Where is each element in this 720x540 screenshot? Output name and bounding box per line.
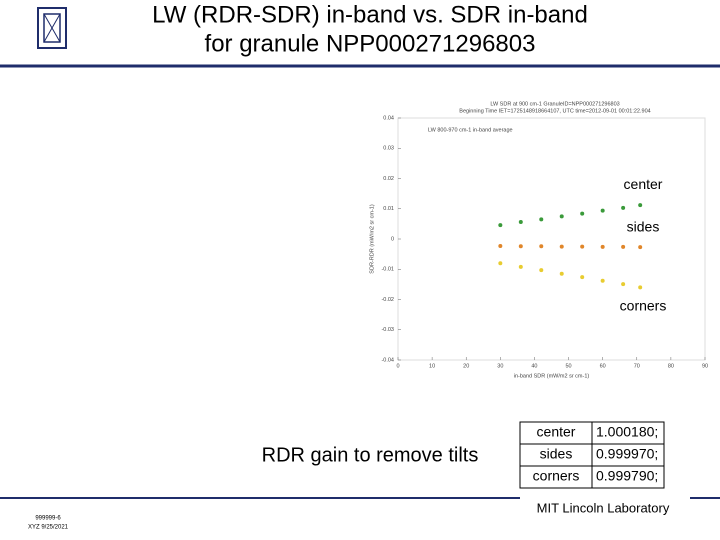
x-tick-label: 40	[531, 363, 537, 369]
footer-box	[520, 496, 690, 520]
x-tick-label: 70	[634, 363, 640, 369]
point	[621, 282, 626, 287]
point	[559, 271, 564, 276]
point	[638, 203, 643, 208]
footer-lab: MIT Lincoln Laboratory	[537, 500, 670, 515]
x-tick-label: 80	[668, 363, 674, 369]
point	[498, 261, 503, 266]
series-annotation: corners	[620, 298, 667, 314]
point	[539, 268, 544, 273]
table-label: sides	[540, 446, 573, 462]
point	[638, 285, 643, 290]
y-tick-label: 0.03	[383, 146, 394, 152]
table-label: corners	[533, 468, 580, 484]
point	[580, 211, 585, 216]
point	[621, 205, 626, 210]
table-label: center	[537, 424, 576, 440]
y-axis-label: SDR-RDR (mW/m2 sr cm-1)	[369, 204, 375, 274]
footer-author: XYZ 9/25/2021	[28, 525, 69, 531]
point	[600, 208, 605, 213]
series-annotation: center	[624, 176, 663, 192]
y-tick-label: 0.02	[383, 176, 394, 182]
table-cell	[591, 465, 665, 489]
y-tick-label: 0.01	[383, 206, 394, 212]
point	[518, 244, 523, 249]
y-tick-label: -0.02	[381, 297, 394, 303]
y-tick-label: 0.04	[383, 115, 394, 121]
x-tick-label: 20	[463, 363, 469, 369]
point	[518, 220, 523, 225]
point	[559, 214, 564, 219]
table-value: 1.000180;	[596, 424, 658, 440]
point	[580, 244, 585, 249]
x-tick-label: 60	[600, 363, 606, 369]
series-annotation: sides	[627, 218, 660, 234]
x-tick-label: 90	[702, 363, 708, 369]
point	[621, 244, 626, 249]
point	[638, 245, 643, 250]
x-axis-label: in-band SDR (mW/m2 sr cm-1)	[514, 373, 590, 379]
x-tick-label: 10	[429, 363, 435, 369]
table-value: 0.999790;	[596, 468, 658, 484]
caption: RDR gain to remove tilts	[262, 444, 479, 466]
point	[559, 244, 564, 249]
slide-title: LW (RDR-SDR) in-band vs. SDR in-band	[152, 1, 588, 28]
point	[518, 264, 523, 269]
point	[539, 244, 544, 249]
chart-title: Beginning Time IET=1725148918664107, UTC…	[459, 108, 650, 114]
legend: LW 800-970 cm-1 in-band average	[428, 127, 513, 133]
x-tick-label: 50	[565, 363, 571, 369]
point	[600, 244, 605, 249]
chart-title: LW SDR at 900 cm-1 GranuleID=NPP00027129…	[490, 101, 619, 107]
x-tick-label: 0	[396, 363, 399, 369]
y-tick-label: -0.01	[381, 267, 394, 273]
gain-table: center 1.000180; sides 0.999970; corners 0.99…	[519, 421, 665, 489]
plot-area	[397, 117, 706, 361]
point	[580, 275, 585, 280]
point	[498, 223, 503, 228]
y-tick-label: 0	[391, 236, 394, 242]
point	[539, 217, 544, 222]
footer-code: 999999-6	[35, 516, 61, 522]
logo	[37, 7, 67, 49]
table-value: 0.999970;	[596, 446, 658, 462]
y-tick-label: -0.03	[381, 327, 394, 333]
slide-title: for granule NPP000271296803	[205, 30, 536, 57]
y-tick-label: -0.04	[381, 357, 394, 363]
chart: LW SDR at 900 cm-1 GranuleID=NPP00027129…	[369, 101, 708, 379]
point	[600, 278, 605, 283]
x-tick-label: 30	[497, 363, 503, 369]
point	[498, 243, 503, 248]
